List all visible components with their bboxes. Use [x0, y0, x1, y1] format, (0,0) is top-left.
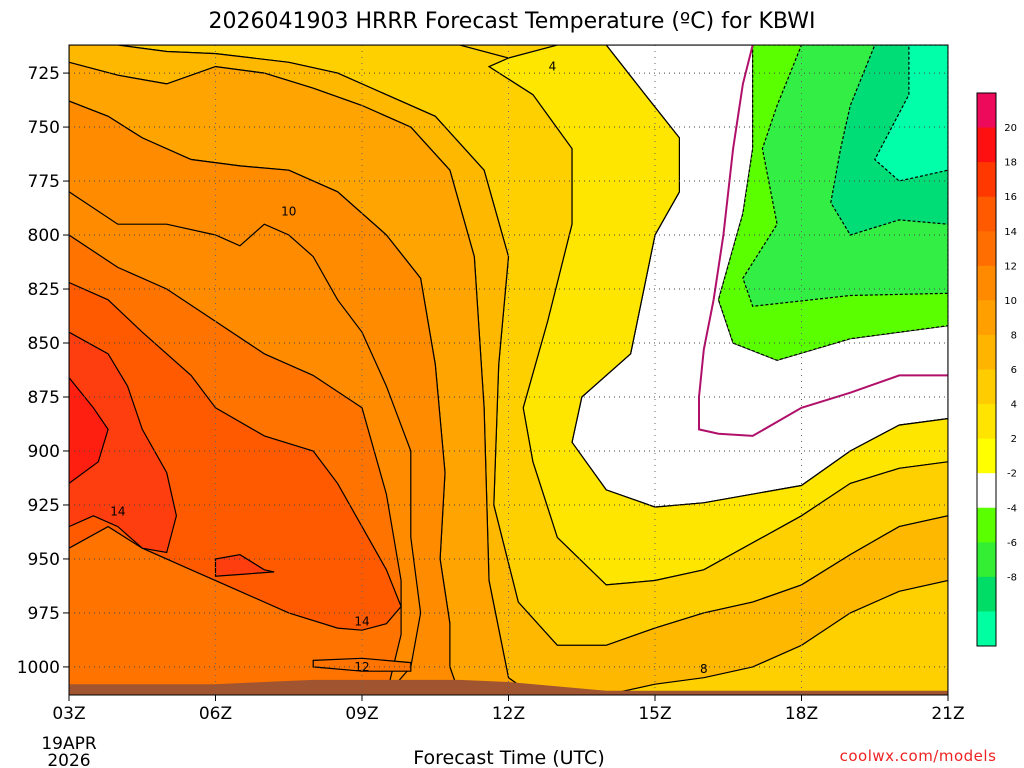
temperature-region	[874, 45, 948, 182]
colorbar-swatch	[977, 611, 996, 647]
credit-label: coolwx.com/models	[840, 747, 997, 765]
y-tick-label: 950	[28, 550, 60, 570]
x-tick-label: 03Z	[52, 704, 85, 724]
colorbar-label: -8	[1007, 572, 1017, 583]
colorbar-label: 14	[1004, 227, 1017, 238]
y-tick-label: 750	[28, 118, 60, 138]
colorbar-label: 16	[1004, 192, 1017, 203]
x-tick-label: 12Z	[492, 704, 525, 724]
colorbar-label: -2	[1007, 469, 1017, 480]
temperature-region	[69, 376, 109, 485]
contour-label: 8	[700, 662, 708, 676]
colorbar-swatch	[977, 334, 996, 370]
y-tick-label: 975	[28, 604, 60, 624]
colorbar-swatch	[977, 507, 996, 543]
colorbar-swatch	[977, 93, 996, 128]
x-tick-label: 15Z	[638, 704, 671, 724]
x-date-line1: 19APR	[41, 734, 97, 754]
colorbar-label: 2	[1011, 434, 1017, 445]
colorbar-swatch	[977, 231, 996, 267]
colorbar-swatch	[977, 369, 996, 405]
colorbar-swatch	[977, 162, 996, 198]
contour-label: 14	[110, 504, 125, 518]
contour-label: 12	[354, 660, 369, 674]
colorbar-swatch	[977, 473, 996, 509]
y-tick-label: 875	[28, 388, 60, 408]
y-axis: 725 750 775 800 825 850 875 900 925 950 975 1000	[17, 64, 69, 678]
colorbar-swatch	[977, 265, 996, 301]
colorbar-swatch	[977, 300, 996, 336]
y-tick-label: 925	[28, 496, 60, 516]
y-tick-label: 850	[28, 334, 60, 354]
x-date-line2: 2026	[47, 751, 90, 768]
x-tick-label: 21Z	[931, 704, 964, 724]
y-tick-label: 775	[28, 172, 60, 192]
temperature-region	[312, 657, 412, 672]
y-tick-label: 900	[28, 442, 60, 462]
colorbar-swatch	[977, 127, 996, 163]
colorbar-label: 6	[1011, 365, 1017, 376]
x-tick-label: 06Z	[199, 704, 232, 724]
colorbar-label: 12	[1004, 261, 1017, 272]
y-tick-label: 1000	[17, 658, 60, 678]
chart-title: 2026041903 HRRR Forecast Temperature (ºC…	[209, 9, 816, 34]
colorbar-swatch	[977, 196, 996, 232]
x-axis: 19APR 2026 03Z 06Z 09Z 12Z 15Z 18Z 21Z	[41, 695, 965, 768]
x-tick-label: 18Z	[785, 704, 818, 724]
colorbar-label: 8	[1011, 330, 1017, 341]
y-tick-label: 825	[28, 280, 60, 300]
temperature-region	[69, 331, 178, 554]
colorbar-swatch	[977, 542, 996, 578]
freezing-line	[698, 45, 948, 437]
contour-label: 10	[281, 204, 296, 218]
colorbar-label: -6	[1007, 538, 1017, 549]
colorbar: 20 18 16 14 12 10 8 6 4 2 -2 -4 -6 -8	[976, 92, 1017, 647]
contour-label: 4	[549, 60, 557, 74]
x-tick-label: 09Z	[345, 704, 378, 724]
colorbar-label: 18	[1004, 158, 1017, 169]
colorbar-label: 20	[1004, 123, 1017, 134]
colorbar-label: 10	[1004, 296, 1017, 307]
colorbar-swatch	[977, 576, 996, 612]
colorbar-swatch	[977, 438, 996, 474]
temperature-region	[214, 553, 275, 577]
colorbar-label: -4	[1007, 503, 1017, 514]
y-tick-label: 800	[28, 226, 60, 246]
colorbar-label: 4	[1011, 400, 1017, 411]
y-tick-label: 725	[28, 64, 60, 84]
colorbar-frame	[976, 92, 997, 647]
colorbar-swatch	[977, 404, 996, 440]
x-axis-label: Forecast Time (UTC)	[413, 747, 604, 768]
